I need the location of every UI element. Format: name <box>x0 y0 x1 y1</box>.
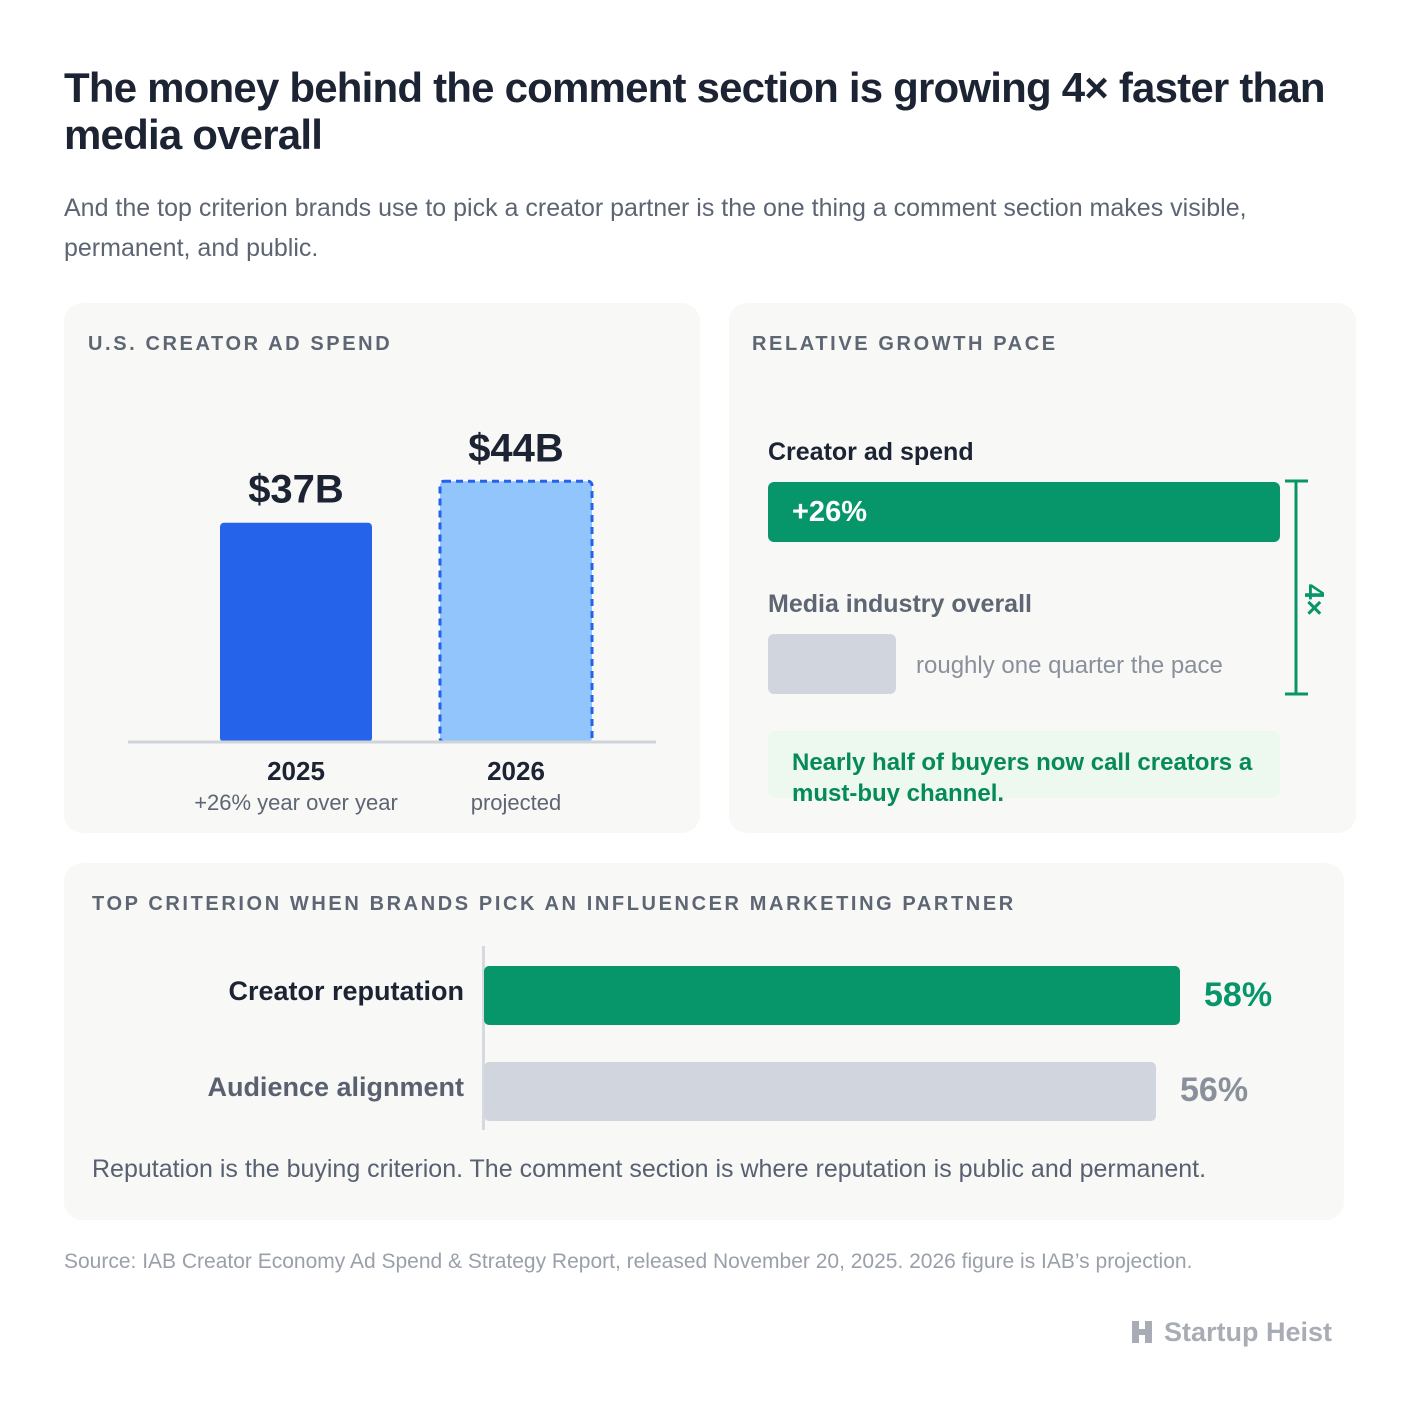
page-subtitle: And the top criterion brands use to pick… <box>64 194 1247 262</box>
creator-reputation-value: 58% <box>1204 976 1273 1014</box>
spend-value-label-2025: $37B <box>248 468 344 512</box>
spend-bar-chart: $37B 2025 +26% year over year $44B 2026 proje… <box>128 426 656 815</box>
audience-alignment-value: 56% <box>1180 1071 1249 1109</box>
pace-chart-title: RELATIVE GROWTH PACE <box>752 333 1058 355</box>
top-criterion-card: TOP CRITERION WHEN BRANDS PICK AN INFLUE… <box>64 863 1344 1220</box>
multiplier-label: 4× <box>1299 584 1329 616</box>
creator-reputation-bar <box>484 966 1180 1025</box>
brand-name: Startup Heist <box>1164 1317 1333 1347</box>
buyers-callout: Nearly half of buyers now call creators … <box>768 731 1280 807</box>
creator-spend-growth-bar: +26% <box>768 482 1280 542</box>
media-industry-label: Media industry overall <box>768 590 1032 618</box>
source-note: Source: IAB Creator Economy Ad Spend & S… <box>64 1250 1193 1273</box>
spend-bar-2026 <box>438 479 594 744</box>
creator-ad-spend-card: U.S. CREATOR AD SPEND $37B 2025 +26% year … <box>64 303 700 833</box>
multiplier-bracket: 4× <box>1285 479 1329 696</box>
spend-bar-2025 <box>220 522 372 742</box>
creator-reputation-label: Creator reputation <box>228 976 464 1006</box>
spend-category-note-2026: projected <box>471 790 562 815</box>
criterion-chart-title: TOP CRITERION WHEN BRANDS PICK AN INFLUE… <box>92 893 1016 915</box>
buyers-callout-text: Nearly half of buyers now call creators … <box>792 749 1253 807</box>
spend-value-label-2026: $44B <box>468 426 564 470</box>
audience-alignment-bar <box>484 1062 1156 1121</box>
startup-heist-logo-icon <box>1132 1321 1152 1343</box>
relative-growth-pace-card: RELATIVE GROWTH PACE Creator ad spend +2… <box>729 303 1356 833</box>
creator-spend-label: Creator ad spend <box>768 438 974 466</box>
audience-alignment-label: Audience alignment <box>207 1072 464 1102</box>
spend-category-note-2025: +26% year over year <box>194 790 398 815</box>
spend-category-label-2026: 2026 <box>487 756 545 786</box>
media-industry-growth-bar <box>768 634 896 694</box>
criterion-axis-line <box>482 946 485 1130</box>
spend-category-label-2025: 2025 <box>267 756 325 786</box>
media-industry-pace-note: roughly one quarter the pace <box>916 652 1223 679</box>
creator-spend-growth-value: +26% <box>792 496 867 528</box>
page-title: The money behind the comment section is … <box>64 64 1326 158</box>
criterion-caption: Reputation is the buying criterion. The … <box>92 1155 1207 1183</box>
spend-chart-title: U.S. CREATOR AD SPEND <box>88 333 393 355</box>
